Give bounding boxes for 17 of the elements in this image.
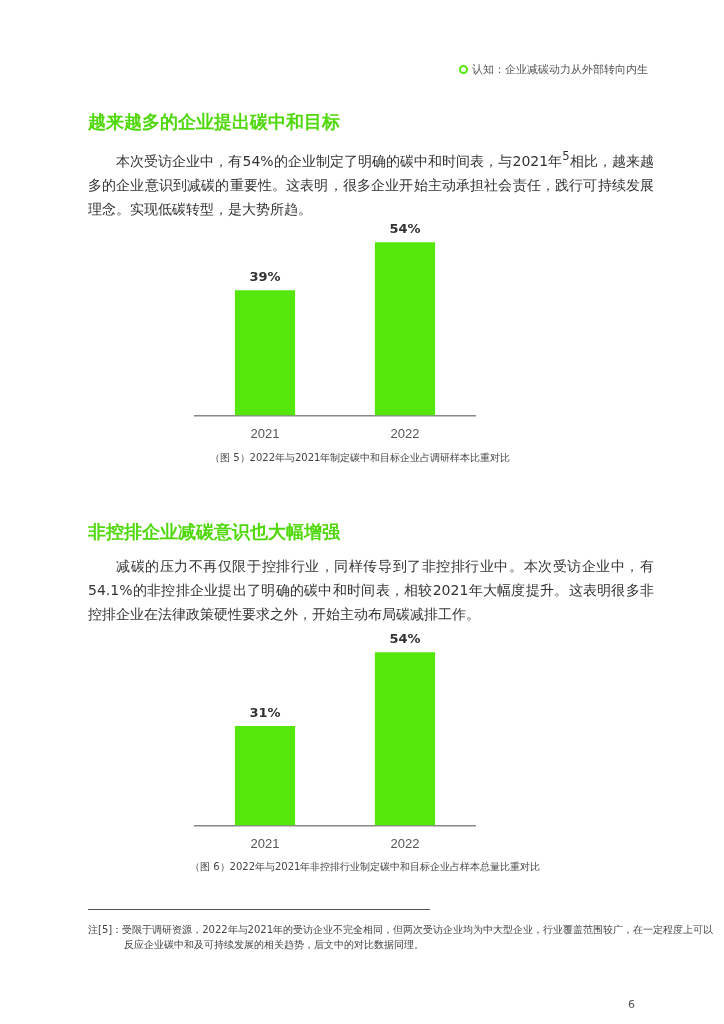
chart-title: 越来越多的企业提出碳中和目标 bbox=[88, 110, 340, 134]
chart-title: 非控排企业减碳意识也大幅增强 bbox=[88, 520, 340, 544]
chart-subtitle: 本次受访企业中，有54%的企业制定了明确的碳中和时间表，与2021年$^{5}$相比，越来越多的企业意识到减碳的重要性。这表明，很多企业开始主动承担社会责任，践行可持续发展理念。实现低碳转型，是大势所趋。 bbox=[88, 148, 655, 219]
x-tick-label: 2022 bbox=[390, 425, 420, 441]
x-tick-label: 2021 bbox=[250, 425, 280, 441]
data-label: 54% bbox=[389, 631, 421, 647]
data-label: 39% bbox=[249, 269, 281, 285]
text: 注[5]：受限于调研资源，2022年与2021年的受访企业不完全相同，但两次受访企业均为中大型企业，行业覆盖范围较广，在一定程度上可以反应企业碳中和及可持续发展的相关趋势，后文中的对比数据同理。 bbox=[88, 923, 714, 952]
text: （图 5）2022年与2021年制定碳中和目标企业占调研样本比重对比 bbox=[210, 451, 511, 465]
data-label: 31% bbox=[249, 704, 281, 720]
text: 6 bbox=[628, 998, 635, 1011]
x-tick-label: 2021 bbox=[250, 835, 280, 851]
text: （图 6）2022年与2021年非控排行业制定碳中和目标企业占样本总量比重对比 bbox=[190, 860, 541, 874]
x-tick-label: 2022 bbox=[390, 835, 420, 851]
text: 认知：企业减碳动力从外部转向内生 bbox=[472, 62, 648, 77]
data-label: 54% bbox=[389, 221, 421, 237]
chart-subtitle: 减碳的压力不再仅限于控排行业，同样传导到了非控排行业中。本次受访企业中，有54.1%的非控排企业提出了明确的碳中和时间表，相较2021年大幅度提升。这表明很多非控排企业在法律政策硬性要求之外，开始主动布局碳减排工作。 bbox=[88, 557, 654, 624]
